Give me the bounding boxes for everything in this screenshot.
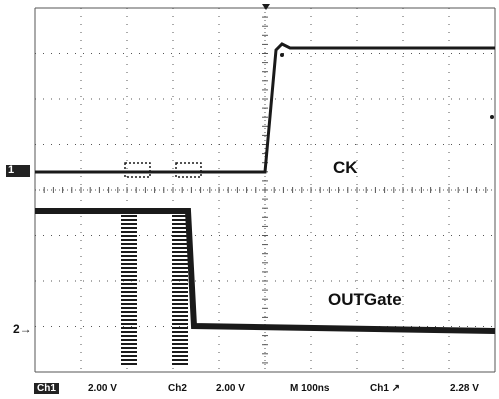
outgate-bursts — [121, 211, 188, 365]
trigger-position-marker — [262, 4, 270, 10]
waveforms — [35, 42, 496, 365]
ch2-scale: 2.00 V — [216, 383, 245, 394]
ck-waveform — [35, 42, 495, 174]
ck-overshoot-dot — [280, 53, 284, 57]
graticule — [34, 7, 496, 373]
trigger-source: Ch1 ↗ — [370, 383, 401, 394]
trigger-level: 2.28 V — [450, 383, 479, 394]
ch2-ground-marker: 2→ — [13, 322, 32, 336]
ch1-badge-text: Ch1 — [34, 383, 59, 394]
edge-dot — [490, 115, 494, 119]
ck-noise-1 — [124, 162, 151, 178]
outgate-label: OUTGate — [328, 290, 402, 309]
ch1-scale: 2.00 V — [88, 383, 117, 394]
outgate-waveform — [35, 208, 496, 334]
ch1-ground-marker: 1 — [6, 164, 30, 177]
ch2-label: Ch2 — [168, 383, 187, 394]
timebase: M 100ns — [290, 383, 330, 394]
ch1-marker-label: 1 — [8, 164, 15, 176]
ch1-badge: Ch1 — [34, 383, 59, 394]
ck-noise-2 — [175, 162, 202, 178]
status-bar: Ch1 2.00 V Ch2 2.00 V M 100ns Ch1 ↗ 2.28… — [0, 380, 499, 399]
ck-label: CK — [333, 158, 358, 177]
